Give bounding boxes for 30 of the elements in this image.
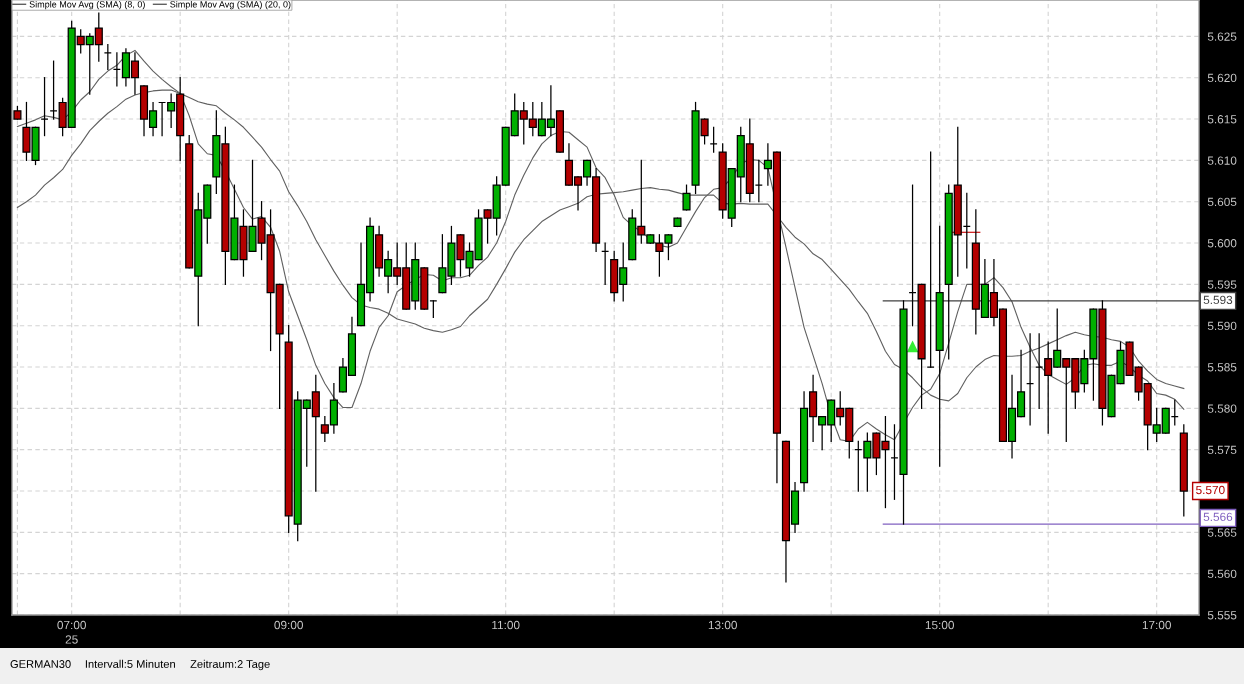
y-tick-label: 5.580 [1207,404,1237,413]
y-tick-label: 5.590 [1207,321,1237,331]
candlestick [682,184,691,211]
x-tick-label: 09:00 [274,620,303,630]
y-tick-label: 5.620 [1207,73,1237,83]
y-tick-label: 5.605 [1207,197,1237,207]
data-label: 5.566 [1203,512,1233,522]
y-tick-label: 5.575 [1207,445,1237,455]
y-tick-label: 5.565 [1207,528,1237,537]
text: Zeitraum:2 Tage [190,659,270,671]
x-tick-label: 13:00 [708,620,737,630]
y-tick-label: 5.560 [1207,569,1237,579]
x-tick-label: 11:00 [492,620,520,630]
y-tick-label: 5.600 [1207,239,1237,248]
legend-label: Simple Mov Avg (SMA) (8, 0) [29,0,145,10]
text: Intervall:5 Minuten [85,659,175,668]
legend-label: Simple Mov Avg (SMA) (20, 0) [170,0,291,10]
y-tick-label: 5.595 [1207,280,1237,289]
x-tick-label: 15:00 [925,620,954,630]
y-tick-label: 5.555 [1207,611,1237,620]
y-tick-label: 5.610 [1207,156,1237,165]
x-tick-label: 07:00 25 [57,620,86,644]
text: 5.570 [1196,485,1225,495]
y-tick-label: 5.615 [1207,115,1237,124]
text: GERMAN30 [10,660,71,668]
x-tick-label: 17:00 [1142,620,1171,630]
y-tick-label: 5.625 [1207,32,1237,41]
y-tick-label: 5.585 [1207,363,1237,372]
data-label: 5.593 [1203,295,1233,305]
line-series [16,49,1185,442]
